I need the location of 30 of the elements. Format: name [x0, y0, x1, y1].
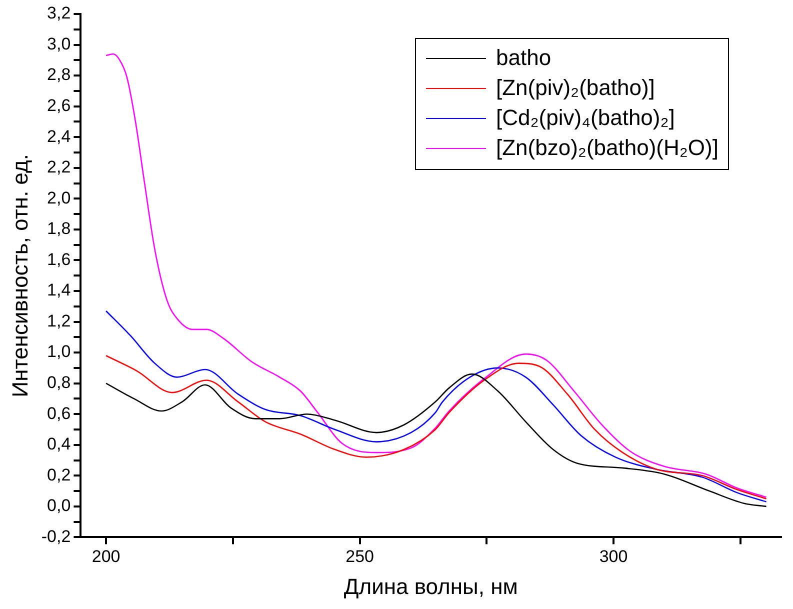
y-tick-label: 0,0 [47, 496, 71, 516]
y-tick-label: 0,2 [47, 465, 71, 484]
y-tick-label: 0,6 [47, 404, 71, 423]
line-series [105, 373, 767, 508]
legend-label: [Cd₂(piv)₄(batho)₂] [496, 104, 675, 132]
y-tick-label: 1,8 [47, 219, 71, 238]
legend-label: [Zn(piv)₂(batho)] [496, 74, 655, 102]
line-series [105, 354, 767, 500]
y-tick-label: 2,2 [47, 158, 71, 177]
line-series [105, 310, 767, 502]
x-tick-label: 250 [346, 547, 374, 566]
y-tick-label: 0,4 [47, 434, 71, 454]
legend-label: batho [496, 44, 552, 72]
y-tick-label: -0,2 [41, 526, 71, 546]
x-tick-label: 300 [599, 547, 628, 566]
y-tick-label: 2,0 [47, 188, 71, 208]
y-tick-label: 1,4 [47, 280, 71, 300]
legend-label: [Zn(bzo)₂(batho)(H₂O)] [496, 134, 718, 162]
y-axis-title: Интенсивность, отн. ед. [7, 154, 32, 398]
y-tick-label: 0,8 [47, 373, 71, 392]
y-tick-label: 2,8 [47, 65, 71, 84]
x-axis-title: Длина волны, нм [344, 574, 518, 599]
y-tick-label: 1,0 [47, 342, 71, 362]
y-tick-label: 3,0 [47, 34, 71, 54]
y-tick-label: 2,4 [47, 126, 71, 146]
y-tick-label: 1,2 [47, 311, 71, 330]
y-tick-label: 2,6 [47, 96, 71, 116]
y-tick-label: 3,2 [47, 4, 71, 23]
y-tick-label: 1,6 [47, 250, 71, 269]
x-tick-label: 200 [92, 547, 120, 566]
